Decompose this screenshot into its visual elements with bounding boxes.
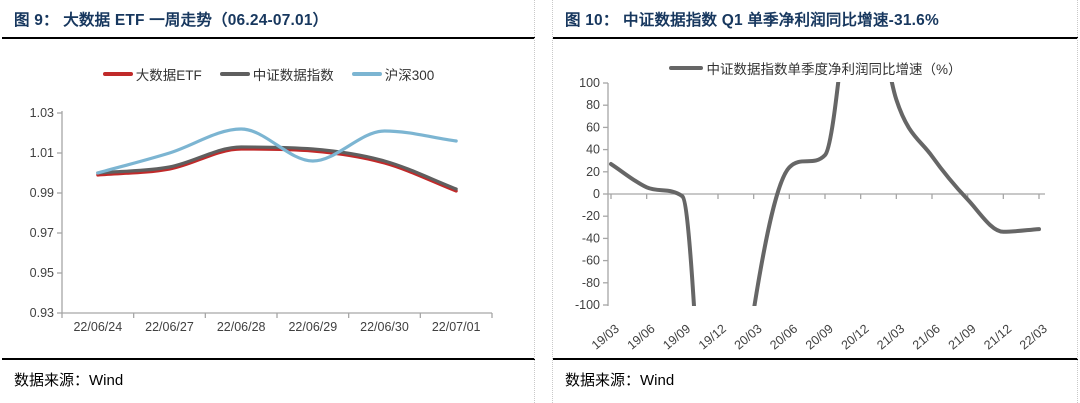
legend-label-profit-growth: 中证数据指数单季度净利润同比增速（%） xyxy=(706,62,962,77)
y-tick-label: 0.93 xyxy=(30,306,54,320)
x-tick-label: 19/09 xyxy=(660,322,693,353)
data-source-label: 数据来源： xyxy=(14,373,90,389)
data-source-label: 数据来源： xyxy=(565,373,641,389)
x-tick-label: 20/03 xyxy=(732,322,765,353)
data-source-value: Wind xyxy=(640,372,675,389)
figure-9-title: 图 9： 大数据 ETF 一周走势（06.24-07.01） xyxy=(14,12,329,29)
figure-10-panel: 图 10： 中证数据指数 Q1 单季净利润同比增速-31.6% 中证数据指数单季… xyxy=(553,0,1078,403)
hs300-line-swatch-icon xyxy=(351,72,382,76)
data-source: 数据来源：Wind xyxy=(14,369,123,390)
x-tick-label: 21/09 xyxy=(946,322,979,353)
profit-growth-line-swatch-icon xyxy=(669,66,704,70)
y-tick-label: -40 xyxy=(582,231,600,245)
x-tick-label: 21/12 xyxy=(981,322,1014,353)
x-tick-label: 22/06/28 xyxy=(217,320,266,334)
y-tick-label: 0.97 xyxy=(30,226,54,240)
x-tick-label: 22/06/24 xyxy=(73,320,122,334)
y-tick-label: 0.95 xyxy=(30,266,54,280)
x-tick-label: 19/12 xyxy=(696,322,729,353)
etf-line-swatch-icon xyxy=(102,72,133,76)
x-tick-label: 21/03 xyxy=(874,322,907,353)
index-line-swatch-icon xyxy=(219,72,250,76)
x-tick-label: 22/03 xyxy=(1017,322,1050,353)
y-tick-label: -80 xyxy=(582,276,600,290)
x-tick-label: 19/03 xyxy=(589,322,622,353)
y-tick-label: -60 xyxy=(582,254,600,268)
figure-9-panel: 图 9： 大数据 ETF 一周走势（06.24-07.01） 大数据ETF 中证… xyxy=(2,0,535,403)
x-tick-label: 22/07/01 xyxy=(432,320,481,334)
x-tick-label: 22/06/30 xyxy=(360,320,409,334)
x-tick-label: 20/12 xyxy=(839,322,872,353)
footer-rule xyxy=(2,358,535,360)
title-rule xyxy=(553,37,1078,39)
column-separator xyxy=(534,0,535,403)
y-tick-label: 0.99 xyxy=(30,186,54,200)
y-tick-label: -20 xyxy=(582,209,600,223)
y-tick-label: 80 xyxy=(586,98,600,112)
series-line xyxy=(96,147,458,193)
y-tick-label: -100 xyxy=(575,298,600,312)
x-tick-label: 22/06/29 xyxy=(288,320,337,334)
legend-label-hs300: 沪深300 xyxy=(384,68,435,83)
x-tick-label: 19/06 xyxy=(625,322,658,353)
etf-trend-line-chart: 1.03 1.01 0.99 0.97 0.95 0.93 22/06/24 22/06/27… xyxy=(30,106,493,334)
y-tick-label: 1.01 xyxy=(30,146,54,160)
column-separator xyxy=(552,0,553,403)
data-source: 数据来源：Wind xyxy=(565,369,674,390)
x-tick-label: 20/06 xyxy=(767,322,800,353)
y-tick-label: 20 xyxy=(586,165,600,179)
legend-label-index: 中证数据指数 xyxy=(252,68,334,83)
series-line xyxy=(96,145,458,191)
legend-label-etf: 大数据ETF xyxy=(135,68,202,83)
x-tick-label: 20/09 xyxy=(803,322,836,353)
legend-item-etf: 大数据ETF xyxy=(102,64,202,84)
y-tick-label: 0 xyxy=(593,187,600,201)
y-tick-label: 1.03 xyxy=(30,106,54,120)
y-tick-label: 100 xyxy=(579,76,600,90)
y-tick-label: 40 xyxy=(586,143,600,157)
y-tick-label: 60 xyxy=(586,120,600,134)
series-line xyxy=(609,82,1041,306)
figure-10-legend: 中证数据指数单季度净利润同比增速（%） xyxy=(553,58,1078,78)
series-line xyxy=(96,127,458,175)
x-tick-label: 21/06 xyxy=(910,322,943,353)
legend-item-hs300: 沪深300 xyxy=(351,64,435,84)
legend-item-profit-growth: 中证数据指数单季度净利润同比增速（%） xyxy=(669,58,962,78)
figure-9-legend: 大数据ETF 中证数据指数 沪深300 xyxy=(2,64,535,84)
x-tick-label: 22/06/27 xyxy=(145,320,194,334)
legend-item-index: 中证数据指数 xyxy=(219,64,334,84)
column-separator xyxy=(1077,0,1078,403)
title-rule xyxy=(2,37,535,39)
figure-10-title: 图 10： 中证数据指数 Q1 单季净利润同比增速-31.6% xyxy=(565,12,939,29)
footer-rule xyxy=(553,358,1078,360)
data-source-value: Wind xyxy=(89,372,124,389)
